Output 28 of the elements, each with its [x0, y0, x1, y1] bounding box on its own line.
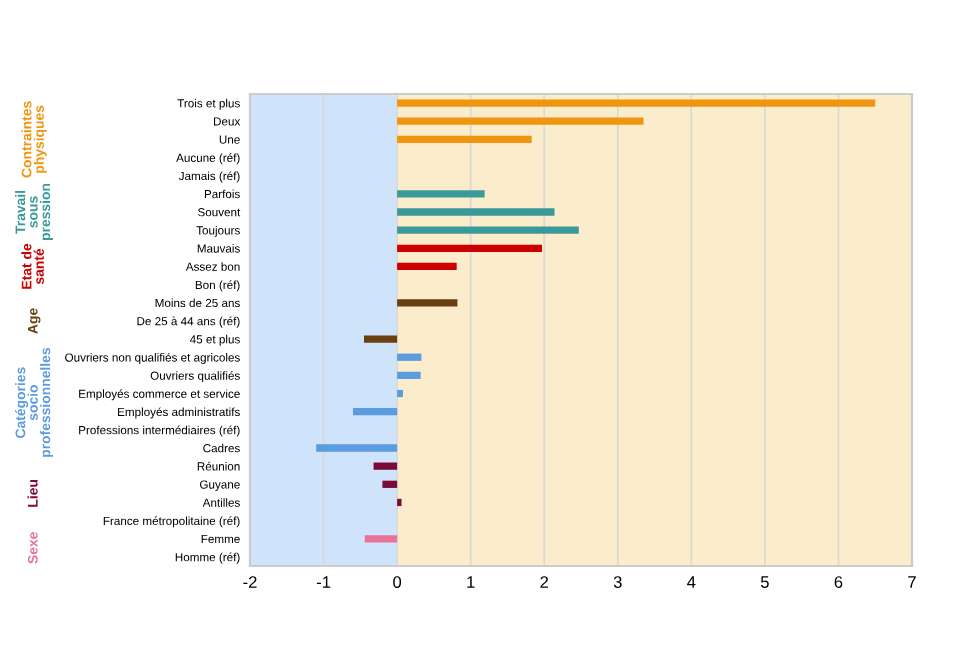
bar: [397, 353, 422, 361]
x-tick-label: 7: [908, 576, 916, 588]
x-tick-label: -2: [243, 576, 257, 588]
bar: [316, 444, 398, 452]
bar: [373, 462, 398, 470]
x-tick-label: 2: [540, 576, 549, 588]
bar: [352, 408, 398, 416]
x-tick-label: 6: [834, 576, 843, 588]
bar: [397, 208, 555, 216]
x-tick-label: 3: [613, 576, 622, 588]
x-tick-label: 1: [467, 576, 475, 588]
bar: [364, 335, 398, 343]
bar: [397, 99, 876, 107]
bar: [397, 299, 458, 307]
bar: [397, 262, 457, 271]
bar: [397, 117, 644, 125]
bar: [397, 244, 543, 252]
x-tick-label: -1: [316, 576, 331, 588]
bar: [397, 371, 421, 380]
bar: [397, 135, 532, 144]
bar: [397, 190, 485, 198]
bar: [364, 535, 398, 543]
bar: [382, 480, 398, 488]
bar: [397, 389, 403, 398]
x-tick-label: 4: [687, 576, 696, 588]
x-tick-label: 5: [760, 576, 769, 588]
x-tick-label: 0: [393, 576, 402, 588]
bar: [397, 226, 579, 234]
